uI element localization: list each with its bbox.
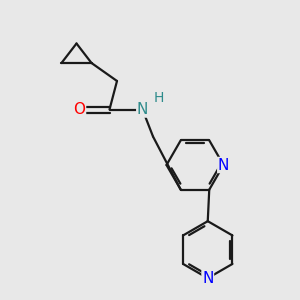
Text: N: N: [137, 102, 148, 117]
Text: O: O: [74, 102, 86, 117]
Text: N: N: [202, 271, 213, 286]
Text: H: H: [154, 91, 164, 105]
Text: N: N: [218, 158, 229, 172]
